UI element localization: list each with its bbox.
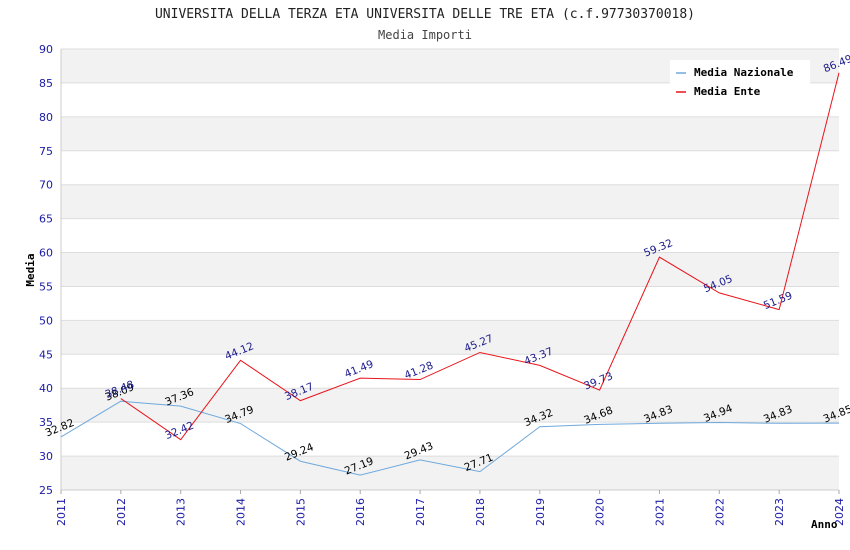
y-tick-label: 25 xyxy=(39,484,53,497)
y-axis-label: Media xyxy=(24,253,37,286)
x-tick-label: 2014 xyxy=(235,498,248,526)
y-tick-label: 55 xyxy=(39,280,53,293)
chart-subtitle: Media Importi xyxy=(378,28,472,42)
grid-bands xyxy=(61,49,839,490)
series-line xyxy=(120,72,840,441)
y-tick-label: 50 xyxy=(39,314,53,327)
grid-band xyxy=(61,320,839,355)
y-tick-label: 70 xyxy=(39,179,53,192)
grid-band xyxy=(61,388,839,423)
y-tick-labels: 25 30 35 40 45 50 55 60 65 70 75 80 85 90 xyxy=(39,43,53,497)
x-tick-label: 2013 xyxy=(175,498,188,526)
series-line xyxy=(60,400,840,476)
grid-band xyxy=(61,252,839,287)
x-tick-labels: 2011 2012 2013 2014 2015 2016 2017 2018 2019 2020… xyxy=(55,498,846,526)
x-tick-label: 2024 xyxy=(833,498,846,526)
x-tick-label: 2018 xyxy=(474,498,487,526)
legend: Media Nazionale Media Ente xyxy=(670,60,810,101)
x-tick-label: 2023 xyxy=(773,498,786,526)
data-label: 41.28 xyxy=(403,360,435,382)
y-tick-label: 45 xyxy=(39,348,53,361)
axes xyxy=(60,49,840,494)
data-label: 41.49 xyxy=(343,358,375,380)
grid-band xyxy=(61,456,839,490)
x-tick-label: 2019 xyxy=(534,498,547,526)
legend-entry: Media Ente xyxy=(694,85,761,98)
y-tick-label: 35 xyxy=(39,416,53,429)
y-tick-label: 75 xyxy=(39,145,53,158)
data-label: 51.59 xyxy=(762,290,794,312)
x-axis-label: Anno xyxy=(811,518,838,531)
y-tick-label: 40 xyxy=(39,382,53,395)
chart-title: UNIVERSITA DELLA TERZA ETA UNIVERSITA DE… xyxy=(155,7,695,22)
x-tick-label: 2020 xyxy=(594,498,607,526)
legend-box xyxy=(670,60,810,101)
x-tick-label: 2012 xyxy=(115,498,128,526)
x-tick-label: 2022 xyxy=(713,498,726,526)
y-tick-label: 85 xyxy=(39,77,53,90)
y-tick-label: 30 xyxy=(39,450,53,463)
grid-band xyxy=(61,184,839,219)
y-tick-label: 65 xyxy=(39,213,53,226)
x-tick-label: 2015 xyxy=(294,498,307,526)
x-tick-label: 2021 xyxy=(653,498,666,526)
y-tick-label: 60 xyxy=(39,247,53,260)
y-tick-label: 90 xyxy=(39,43,53,56)
series-lines xyxy=(60,72,840,476)
x-tick-label: 2017 xyxy=(414,498,427,526)
x-tick-label: 2016 xyxy=(354,498,367,526)
legend-entry: Media Nazionale xyxy=(694,66,794,79)
y-tick-label: 80 xyxy=(39,111,53,124)
grid-band xyxy=(61,116,839,151)
x-tick-label: 2011 xyxy=(55,498,68,526)
